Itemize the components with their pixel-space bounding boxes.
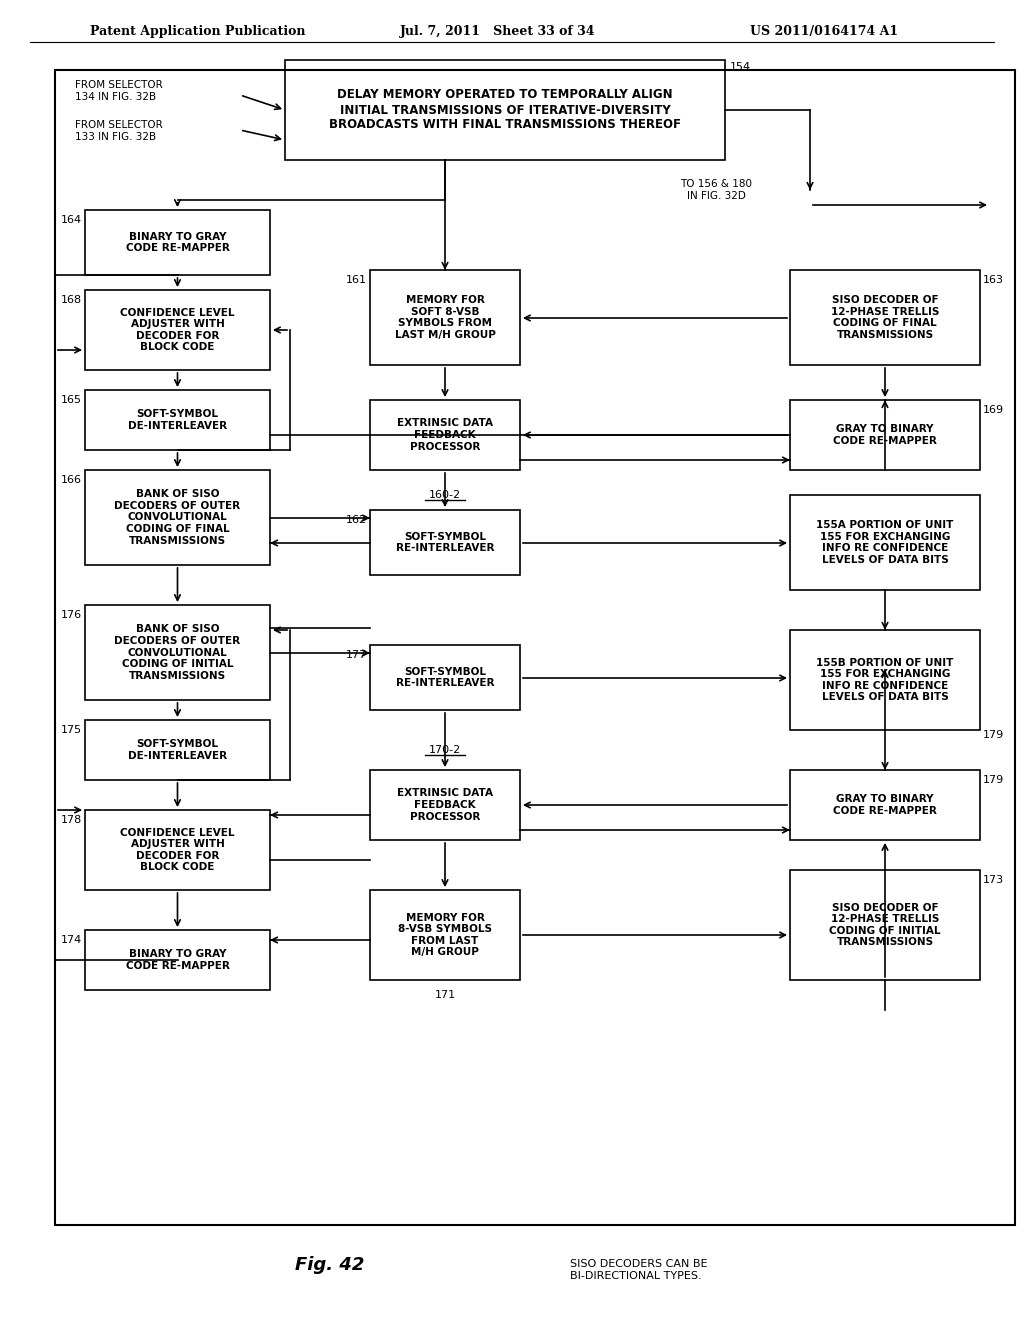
Text: SOFT-SYMBOL
RE-INTERLEAVER: SOFT-SYMBOL RE-INTERLEAVER bbox=[395, 532, 495, 553]
FancyBboxPatch shape bbox=[790, 870, 980, 979]
FancyBboxPatch shape bbox=[85, 210, 270, 275]
Text: BANK OF SISO
DECODERS OF OUTER
CONVOLUTIONAL
CODING OF INITIAL
TRANSMISSIONS: BANK OF SISO DECODERS OF OUTER CONVOLUTI… bbox=[115, 624, 241, 681]
FancyBboxPatch shape bbox=[85, 470, 270, 565]
Text: SOFT-SYMBOL
RE-INTERLEAVER: SOFT-SYMBOL RE-INTERLEAVER bbox=[395, 667, 495, 688]
Text: 164: 164 bbox=[60, 215, 82, 224]
Text: MEMORY FOR
8-VSB SYMBOLS
FROM LAST
M/H GROUP: MEMORY FOR 8-VSB SYMBOLS FROM LAST M/H G… bbox=[398, 912, 492, 957]
Text: 178: 178 bbox=[60, 814, 82, 825]
FancyBboxPatch shape bbox=[370, 770, 520, 840]
FancyBboxPatch shape bbox=[85, 810, 270, 890]
Text: 177: 177 bbox=[346, 649, 367, 660]
FancyBboxPatch shape bbox=[85, 605, 270, 700]
Text: 155A PORTION OF UNIT
155 FOR EXCHANGING
INFO RE CONFIDENCE
LEVELS OF DATA BITS: 155A PORTION OF UNIT 155 FOR EXCHANGING … bbox=[816, 520, 953, 565]
Text: 171: 171 bbox=[434, 990, 456, 1001]
FancyBboxPatch shape bbox=[790, 770, 980, 840]
Text: 163: 163 bbox=[983, 275, 1004, 285]
Text: 175: 175 bbox=[60, 725, 82, 735]
Text: DELAY MEMORY OPERATED TO TEMPORALLY ALIGN
INITIAL TRANSMISSIONS OF ITERATIVE-DIV: DELAY MEMORY OPERATED TO TEMPORALLY ALIG… bbox=[329, 88, 681, 132]
FancyBboxPatch shape bbox=[370, 400, 520, 470]
FancyBboxPatch shape bbox=[790, 630, 980, 730]
FancyBboxPatch shape bbox=[790, 495, 980, 590]
FancyBboxPatch shape bbox=[85, 290, 270, 370]
FancyBboxPatch shape bbox=[790, 271, 980, 366]
Text: 179: 179 bbox=[983, 730, 1005, 741]
FancyBboxPatch shape bbox=[85, 931, 270, 990]
Text: 161: 161 bbox=[346, 275, 367, 285]
Text: 173: 173 bbox=[983, 875, 1005, 884]
Text: 162: 162 bbox=[346, 515, 367, 525]
Text: Jul. 7, 2011   Sheet 33 of 34: Jul. 7, 2011 Sheet 33 of 34 bbox=[400, 25, 596, 38]
Text: Fig. 42: Fig. 42 bbox=[295, 1257, 365, 1274]
FancyBboxPatch shape bbox=[85, 719, 270, 780]
FancyBboxPatch shape bbox=[370, 645, 520, 710]
Text: 168: 168 bbox=[60, 294, 82, 305]
Text: 170-2: 170-2 bbox=[429, 744, 461, 755]
Text: 169: 169 bbox=[983, 405, 1005, 414]
Text: EXTRINSIC DATA
FEEDBACK
PROCESSOR: EXTRINSIC DATA FEEDBACK PROCESSOR bbox=[397, 418, 493, 451]
Text: EXTRINSIC DATA
FEEDBACK
PROCESSOR: EXTRINSIC DATA FEEDBACK PROCESSOR bbox=[397, 788, 493, 821]
Text: MEMORY FOR
SOFT 8-VSB
SYMBOLS FROM
LAST M/H GROUP: MEMORY FOR SOFT 8-VSB SYMBOLS FROM LAST … bbox=[394, 296, 496, 339]
Text: CONFIDENCE LEVEL
ADJUSTER WITH
DECODER FOR
BLOCK CODE: CONFIDENCE LEVEL ADJUSTER WITH DECODER F… bbox=[120, 828, 234, 873]
Text: 179: 179 bbox=[983, 775, 1005, 785]
Text: US 2011/0164174 A1: US 2011/0164174 A1 bbox=[750, 25, 898, 38]
Text: FROM SELECTOR
134 IN FIG. 32B: FROM SELECTOR 134 IN FIG. 32B bbox=[75, 81, 163, 102]
Text: 160-2: 160-2 bbox=[429, 490, 461, 500]
Text: Patent Application Publication: Patent Application Publication bbox=[90, 25, 305, 38]
Text: 154: 154 bbox=[730, 62, 752, 73]
Text: SOFT-SYMBOL
DE-INTERLEAVER: SOFT-SYMBOL DE-INTERLEAVER bbox=[128, 739, 227, 760]
FancyBboxPatch shape bbox=[370, 510, 520, 576]
Text: BINARY TO GRAY
CODE RE-MAPPER: BINARY TO GRAY CODE RE-MAPPER bbox=[126, 232, 229, 253]
Text: SISO DECODER OF
12-PHASE TRELLIS
CODING OF INITIAL
TRANSMISSIONS: SISO DECODER OF 12-PHASE TRELLIS CODING … bbox=[829, 903, 941, 948]
Text: SISO DECODERS CAN BE
BI-DIRECTIONAL TYPES.: SISO DECODERS CAN BE BI-DIRECTIONAL TYPE… bbox=[570, 1259, 708, 1280]
Text: GRAY TO BINARY
CODE RE-MAPPER: GRAY TO BINARY CODE RE-MAPPER bbox=[834, 795, 937, 816]
FancyBboxPatch shape bbox=[370, 890, 520, 979]
Text: 166: 166 bbox=[61, 475, 82, 484]
Text: CONFIDENCE LEVEL
ADJUSTER WITH
DECODER FOR
BLOCK CODE: CONFIDENCE LEVEL ADJUSTER WITH DECODER F… bbox=[120, 308, 234, 352]
Text: FROM SELECTOR
133 IN FIG. 32B: FROM SELECTOR 133 IN FIG. 32B bbox=[75, 120, 163, 141]
FancyBboxPatch shape bbox=[285, 59, 725, 160]
Text: 165: 165 bbox=[61, 395, 82, 405]
FancyBboxPatch shape bbox=[85, 389, 270, 450]
Text: GRAY TO BINARY
CODE RE-MAPPER: GRAY TO BINARY CODE RE-MAPPER bbox=[834, 424, 937, 446]
Text: BANK OF SISO
DECODERS OF OUTER
CONVOLUTIONAL
CODING OF FINAL
TRANSMISSIONS: BANK OF SISO DECODERS OF OUTER CONVOLUTI… bbox=[115, 490, 241, 545]
Text: 174: 174 bbox=[60, 935, 82, 945]
FancyBboxPatch shape bbox=[790, 400, 980, 470]
Text: BINARY TO GRAY
CODE RE-MAPPER: BINARY TO GRAY CODE RE-MAPPER bbox=[126, 949, 229, 970]
Bar bbox=[55, 70, 1015, 1225]
Text: 176: 176 bbox=[60, 610, 82, 620]
Text: SISO DECODER OF
12-PHASE TRELLIS
CODING OF FINAL
TRANSMISSIONS: SISO DECODER OF 12-PHASE TRELLIS CODING … bbox=[830, 296, 939, 339]
Text: 155B PORTION OF UNIT
155 FOR EXCHANGING
INFO RE CONFIDENCE
LEVELS OF DATA BITS: 155B PORTION OF UNIT 155 FOR EXCHANGING … bbox=[816, 657, 953, 702]
FancyBboxPatch shape bbox=[370, 271, 520, 366]
Text: TO 156 & 180
IN FIG. 32D: TO 156 & 180 IN FIG. 32D bbox=[680, 180, 752, 201]
Text: SOFT-SYMBOL
DE-INTERLEAVER: SOFT-SYMBOL DE-INTERLEAVER bbox=[128, 409, 227, 430]
